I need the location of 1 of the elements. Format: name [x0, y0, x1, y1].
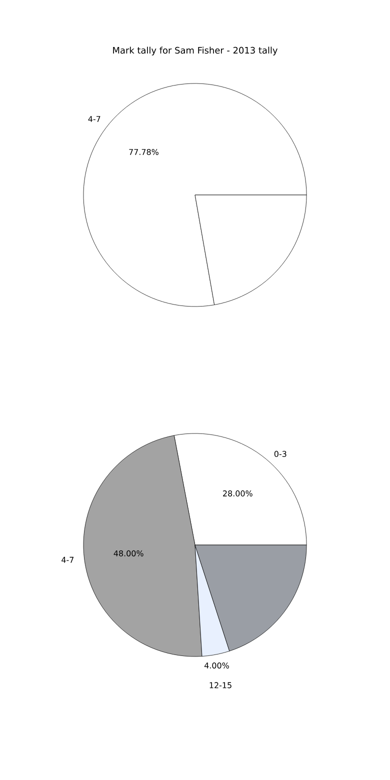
chart-title: Mark tally for Sam Fisher - 2013 tally [113, 46, 278, 56]
